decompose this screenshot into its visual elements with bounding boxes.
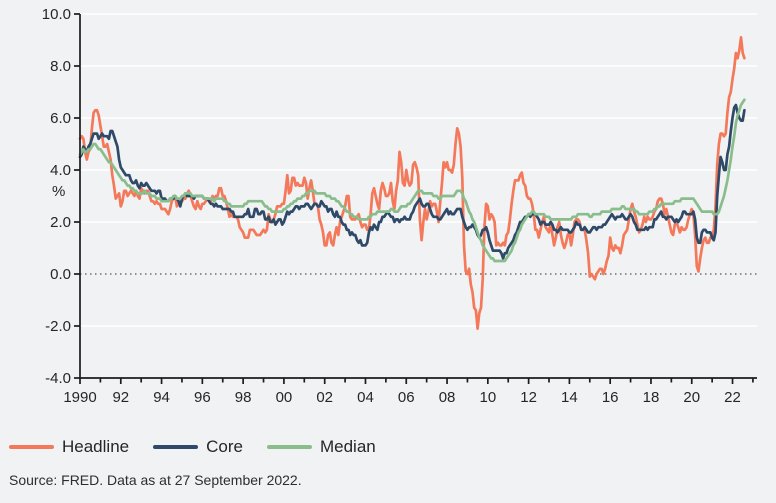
- x-tick-label: 12: [520, 389, 537, 406]
- y-tick-label: -2.0: [45, 318, 71, 335]
- chart-canvas: -4.0 -2.0 0.0 2.0 4.0 6.0 8.0 10.0 1990 92 94 96 98 0…: [42, 6, 757, 406]
- x-axis-ticks: 1990 92 94 96 98 00 02 04 06 08 10 12 14 16 18 20 22: [63, 378, 754, 406]
- legend-item-median: Median: [266, 437, 376, 457]
- chart-legend: Headline Core Median: [9, 436, 376, 458]
- x-tick-label: 1990: [63, 389, 96, 406]
- y-tick-label: 8.0: [50, 58, 71, 75]
- x-tick-label: 22: [724, 389, 741, 406]
- y-tick-label: -4.0: [45, 370, 71, 387]
- x-tick-label: 98: [235, 389, 252, 406]
- x-tick-label: 08: [439, 389, 456, 406]
- x-tick-label: 10: [479, 389, 496, 406]
- legend-swatch-headline: [9, 445, 54, 449]
- y-axis-ticks: -4.0 -2.0 0.0 2.0 4.0 6.0 8.0 10.0: [42, 6, 80, 387]
- x-tick-label: 18: [643, 389, 660, 406]
- legend-label: Headline: [62, 437, 130, 456]
- axes: [79, 14, 757, 379]
- y-tick-label: 0.0: [50, 266, 71, 283]
- y-tick-label: 2.0: [50, 214, 71, 231]
- x-tick-label: 96: [194, 389, 211, 406]
- x-tick-label: 04: [357, 389, 374, 406]
- source-note: Source: FRED. Data as at 27 September 20…: [9, 472, 302, 488]
- y-tick-label: 4.0: [50, 162, 71, 179]
- y-tick-label: 6.0: [50, 110, 71, 127]
- y-gridlines: [80, 13, 757, 327]
- legend-label: Core: [206, 437, 243, 456]
- legend-swatch-median: [266, 445, 312, 449]
- y-tick-label: 10.0: [42, 6, 71, 23]
- x-tick-label: 20: [683, 389, 700, 406]
- legend-item-core: Core: [153, 437, 243, 457]
- series-median-line: [78, 98, 746, 263]
- series-headline-line: [78, 36, 746, 330]
- y-axis-label: %: [52, 183, 66, 200]
- x-tick-label: 02: [316, 389, 333, 406]
- legend-item-headline: Headline: [9, 437, 129, 457]
- x-tick-label: 16: [602, 389, 619, 406]
- x-tick-label: 14: [561, 389, 578, 406]
- x-tick-label: 00: [276, 389, 293, 406]
- x-tick-label: 06: [398, 389, 415, 406]
- legend-label: Median: [319, 437, 376, 456]
- x-tick-label: 94: [153, 389, 170, 406]
- x-tick-label: 92: [112, 389, 129, 406]
- legend-swatch-core: [153, 445, 199, 449]
